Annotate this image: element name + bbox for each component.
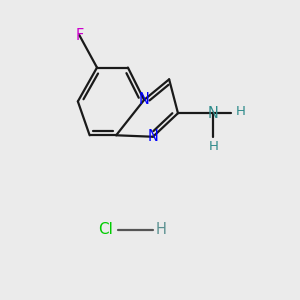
Text: N: N [148,129,158,144]
Text: N: N [208,106,219,121]
Text: Cl: Cl [98,222,113,237]
Text: H: H [208,140,218,153]
Text: F: F [75,28,83,43]
Text: H: H [156,222,167,237]
Text: N: N [139,92,149,107]
Text: H: H [236,105,245,118]
